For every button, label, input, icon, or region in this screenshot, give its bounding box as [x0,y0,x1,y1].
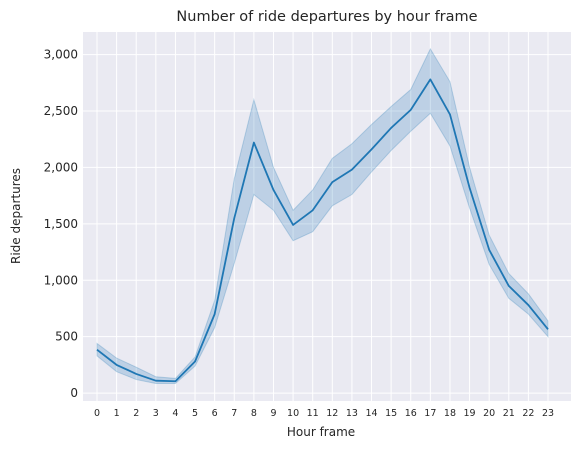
x-tick-label: 11 [307,408,319,419]
x-axis-label: Hour frame [287,425,355,439]
y-tick-label: 500 [55,330,78,344]
x-tick-label: 16 [405,408,417,419]
x-tick-label: 10 [287,408,299,419]
x-tick-label: 22 [522,408,534,419]
x-tick-label: 3 [153,408,159,419]
x-tick-label: 21 [503,408,515,419]
confidence-band [96,47,549,385]
x-tick-label: 20 [483,408,495,419]
x-tick-label: 0 [94,408,100,419]
x-tick-label: 4 [172,408,178,419]
x-tick-label: 19 [464,408,476,419]
x-tick-label: 12 [326,408,338,419]
series-line [96,78,549,383]
y-tick-label: 2,500 [44,104,78,118]
x-tick-label: 17 [424,408,436,419]
x-tick-label: 15 [385,408,397,419]
y-tick-label: 3,000 [44,48,78,62]
x-axis-ticks: 0 1 2 3 4 5 6 7 8 9 10 11 12 13 14 15 16 17 18 19 20 21 22 23 [94,408,554,419]
x-tick-label: 23 [542,408,554,419]
y-tick-label: 1,000 [44,273,78,287]
y-tick-label: 2,000 [44,160,78,174]
x-tick-label: 5 [192,408,198,419]
y-tick-label: 0 [70,386,78,400]
y-tick-label: 1,500 [44,217,78,231]
x-tick-label: 1 [114,408,120,419]
chart-title: Number of ride departures by hour frame [176,9,477,25]
x-tick-label: 13 [346,408,358,419]
x-tick-label: 8 [251,408,257,419]
x-tick-label: 2 [133,408,139,419]
y-axis-ticks: 0 500 1,000 1,500 2,000 2,500 3,000 [44,48,78,401]
x-tick-label: 18 [444,408,456,419]
x-tick-label: 14 [365,408,377,419]
y-axis-label: Ride departures [9,168,23,264]
x-tick-label: 9 [270,408,276,419]
x-tick-label: 6 [212,408,218,419]
x-tick-label: 7 [231,408,237,419]
